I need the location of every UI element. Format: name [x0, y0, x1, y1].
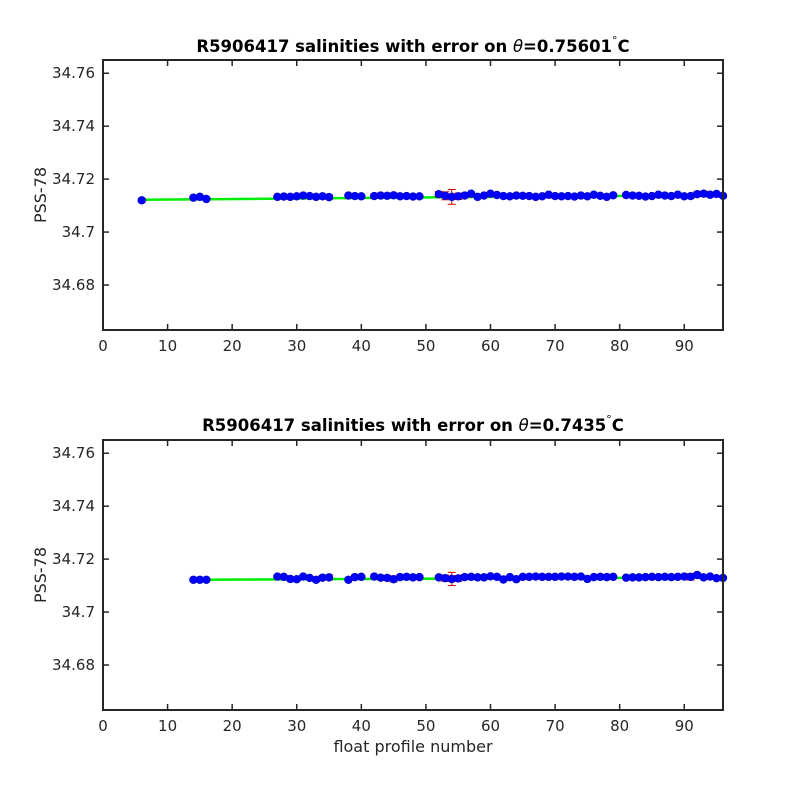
data-point-top — [202, 194, 211, 204]
data-point-bottom — [357, 572, 366, 582]
data-point-bottom — [324, 573, 334, 582]
x-tick-label-bottom: 30 — [287, 717, 306, 735]
x-tick-label-top: 50 — [416, 337, 435, 355]
chart-title-bottom: R5906417 salinities with error on θ=0.74… — [202, 413, 624, 435]
y-tick-label-top: 34.74 — [52, 117, 95, 135]
x-tick-label-top: 10 — [158, 337, 177, 355]
x-axis-label-bottom: float profile number — [333, 737, 493, 756]
axes-box-top — [102, 59, 724, 331]
x-tick-label-bottom: 50 — [416, 717, 435, 735]
data-point-top — [324, 192, 334, 202]
chart-title-bottom-prefix: R5906417 salinities with error on — [202, 416, 519, 435]
chart-title-top: R5906417 salinities with error on θ=0.75… — [196, 34, 629, 56]
x-tick-label-bottom: 80 — [610, 717, 629, 735]
data-point-bottom — [202, 575, 211, 584]
x-tick-label-top: 80 — [610, 337, 629, 355]
x-tick-label-top: 0 — [98, 337, 108, 355]
x-tick-label-bottom: 90 — [675, 717, 694, 735]
x-tick-label-top: 40 — [352, 337, 371, 355]
chart-title-top-prefix: R5906417 salinities with error on — [196, 37, 513, 56]
x-tick-label-top: 20 — [223, 337, 242, 355]
x-tick-label-bottom: 40 — [352, 717, 371, 735]
x-tick-label-top: 30 — [287, 337, 306, 355]
y-tick-label-bottom: 34.76 — [52, 444, 95, 462]
chart-title-bottom-unit: C — [612, 416, 624, 435]
x-tick-label-top: 60 — [481, 337, 500, 355]
axes-box-bottom — [102, 439, 724, 711]
y-tick-label-top: 34.76 — [52, 64, 95, 82]
y-axis-label-bottom: PSS-78 — [31, 547, 50, 603]
y-tick-label-bottom: 34.68 — [52, 656, 95, 674]
y-tick-label-top: 34.7 — [62, 223, 95, 241]
chart-title-bottom-value: =0.7435 — [529, 416, 607, 435]
chart-title-top-symbol: θ — [513, 37, 523, 56]
chart-title-bottom-symbol: θ — [519, 416, 529, 435]
chart-title-top-unit: C — [618, 37, 630, 56]
x-tick-label-bottom: 20 — [223, 717, 242, 735]
y-tick-label-top: 34.72 — [52, 170, 95, 188]
x-tick-label-bottom: 60 — [481, 717, 500, 735]
chart-panel-bottom: R5906417 salinities with error on θ=0.74… — [31, 413, 728, 756]
axis-ticks-layer-bottom: 0 10 20 30 40 50 60 70 80 90 34.68 34.7 34.72 34.74 34… — [52, 440, 723, 735]
y-tick-label-top: 34.68 — [52, 276, 95, 294]
chart-title-bottom-degree: ° — [606, 413, 612, 426]
data-points-layer-bottom — [189, 570, 728, 584]
data-point-top — [357, 192, 366, 201]
y-tick-label-bottom: 34.74 — [52, 497, 95, 515]
chart-title-top-degree: ° — [612, 34, 618, 47]
data-point-bottom — [415, 572, 424, 582]
y-tick-label-bottom: 34.7 — [62, 603, 95, 621]
y-tick-label-bottom: 34.72 — [52, 550, 95, 568]
data-point-bottom — [609, 572, 618, 582]
x-tick-label-bottom: 0 — [98, 717, 108, 735]
data-point-top — [609, 191, 618, 200]
x-tick-label-top: 90 — [675, 337, 694, 355]
x-tick-label-bottom: 70 — [546, 717, 565, 735]
chart-title-top-value: =0.75601 — [523, 37, 612, 56]
x-tick-label-top: 70 — [546, 337, 565, 355]
chart-panel-top: R5906417 salinities with error on θ=0.75… — [31, 34, 728, 355]
data-point-top — [137, 196, 146, 205]
y-axis-label-top: PSS-78 — [31, 167, 50, 223]
x-tick-label-bottom: 10 — [158, 717, 177, 735]
data-point-top — [415, 192, 424, 201]
data-points-layer-top — [137, 189, 728, 205]
